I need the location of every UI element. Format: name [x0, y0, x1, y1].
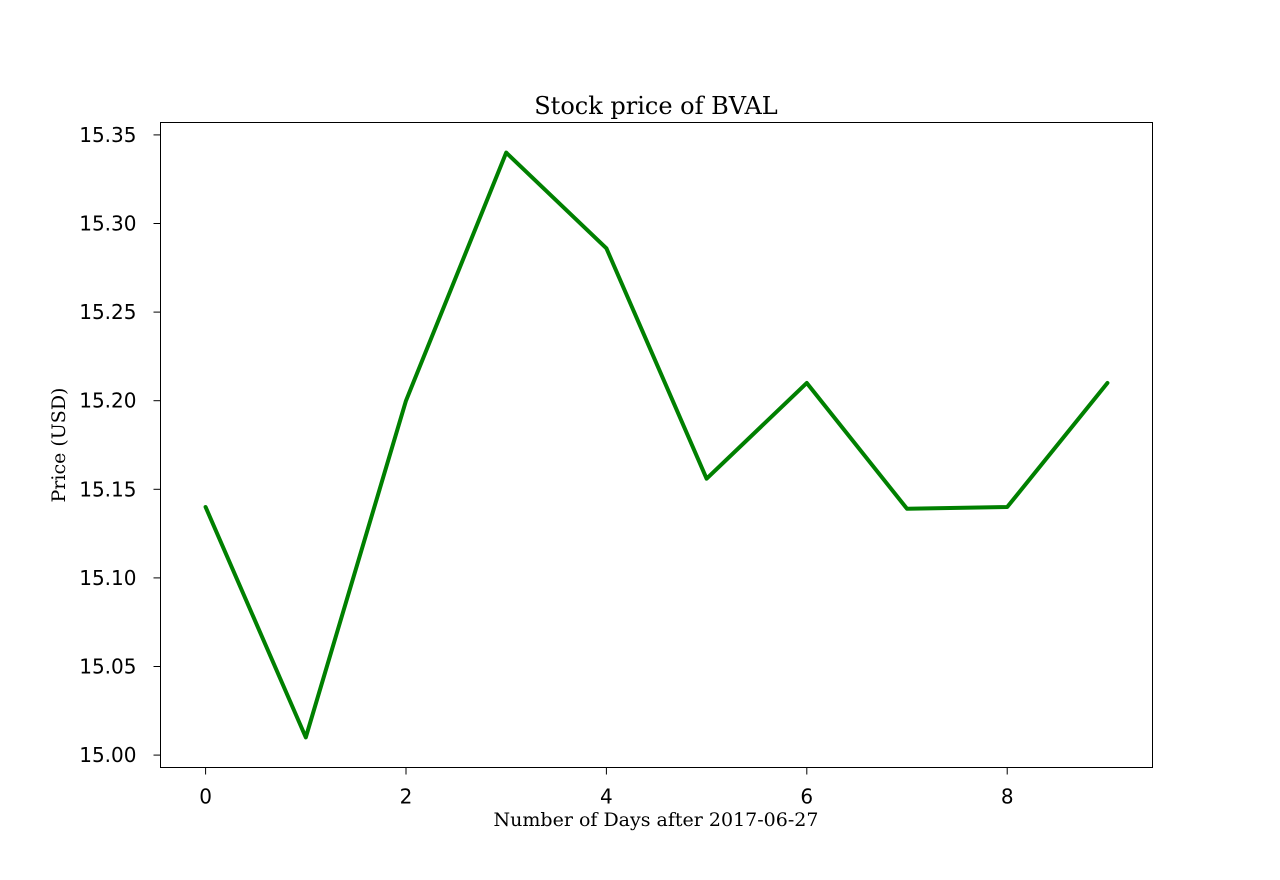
x-tick-label: 0 — [199, 785, 212, 809]
y-tick-label: 15.05 — [79, 654, 136, 678]
y-tick-label: 15.00 — [79, 743, 136, 767]
plot-area-frame — [160, 122, 1153, 768]
y-tick-label: 15.15 — [79, 477, 136, 501]
x-axis-ticks: 0 2 4 6 8 — [199, 767, 1014, 809]
y-tick-label: 15.35 — [79, 123, 136, 147]
series-line — [203, 150, 1110, 740]
y-axis-label: Price (USD) — [48, 388, 70, 503]
x-tick-label: 8 — [1001, 785, 1014, 809]
x-tick-label: 2 — [400, 785, 413, 809]
x-tick-label: 6 — [800, 785, 813, 809]
chart-title: Stock price of BVAL — [534, 92, 778, 120]
series-points — [206, 153, 1108, 738]
y-tick-label: 15.10 — [79, 566, 136, 590]
x-tick-label: 4 — [600, 785, 613, 809]
y-tick-label: 15.25 — [79, 300, 136, 324]
y-tick-label: 15.30 — [79, 212, 136, 236]
y-tick-label: 15.20 — [79, 389, 136, 413]
y-axis-ticks: 15.00 15.05 15.10 15.15 15.20 15.25 15.30 15.35 — [79, 123, 161, 767]
x-axis-label: Number of Days after 2017-06-27 — [494, 809, 819, 831]
